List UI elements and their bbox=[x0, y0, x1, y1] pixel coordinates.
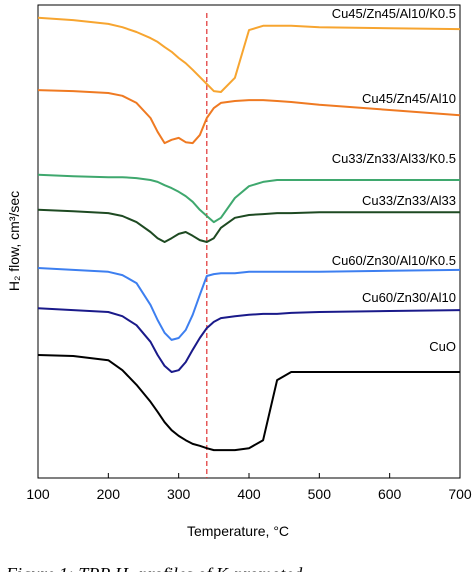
x-tick-label: 300 bbox=[167, 486, 191, 502]
series-line bbox=[37, 89, 461, 145]
series-label: Cu60/Zn30/Al10/K0.5 bbox=[332, 253, 456, 268]
x-tick-label: 200 bbox=[97, 486, 121, 502]
x-tick-label: 600 bbox=[378, 486, 402, 502]
x-tick-label: 500 bbox=[308, 486, 332, 502]
series-label: Cu45/Zn45/Al10/K0.5 bbox=[332, 6, 456, 21]
series-label: Cu60/Zn30/Al10 bbox=[362, 290, 456, 305]
series-line bbox=[37, 208, 460, 243]
x-tick-label: 700 bbox=[448, 486, 472, 502]
series-line bbox=[37, 354, 460, 452]
y-axis-label: H₂ flow, cm³/sec bbox=[6, 191, 22, 291]
series-line bbox=[37, 16, 461, 93]
x-tick-label: 100 bbox=[26, 486, 50, 502]
caption: Figure 1: TPR H₂ profiles of K-promoted bbox=[5, 564, 303, 572]
series-line bbox=[37, 307, 461, 373]
series-label: Cu45/Zn45/Al10 bbox=[362, 91, 456, 106]
series-line bbox=[37, 267, 461, 341]
x-tick-label: 400 bbox=[237, 486, 261, 502]
series-label: CuO bbox=[429, 339, 456, 354]
series-line bbox=[37, 173, 460, 224]
series-label: Cu33/Zn33/Al33/K0.5 bbox=[332, 151, 456, 166]
x-axis-label: Temperature, °C bbox=[187, 523, 289, 539]
plot-frame bbox=[37, 4, 461, 479]
series-label: Cu33/Zn33/Al33 bbox=[362, 193, 456, 208]
